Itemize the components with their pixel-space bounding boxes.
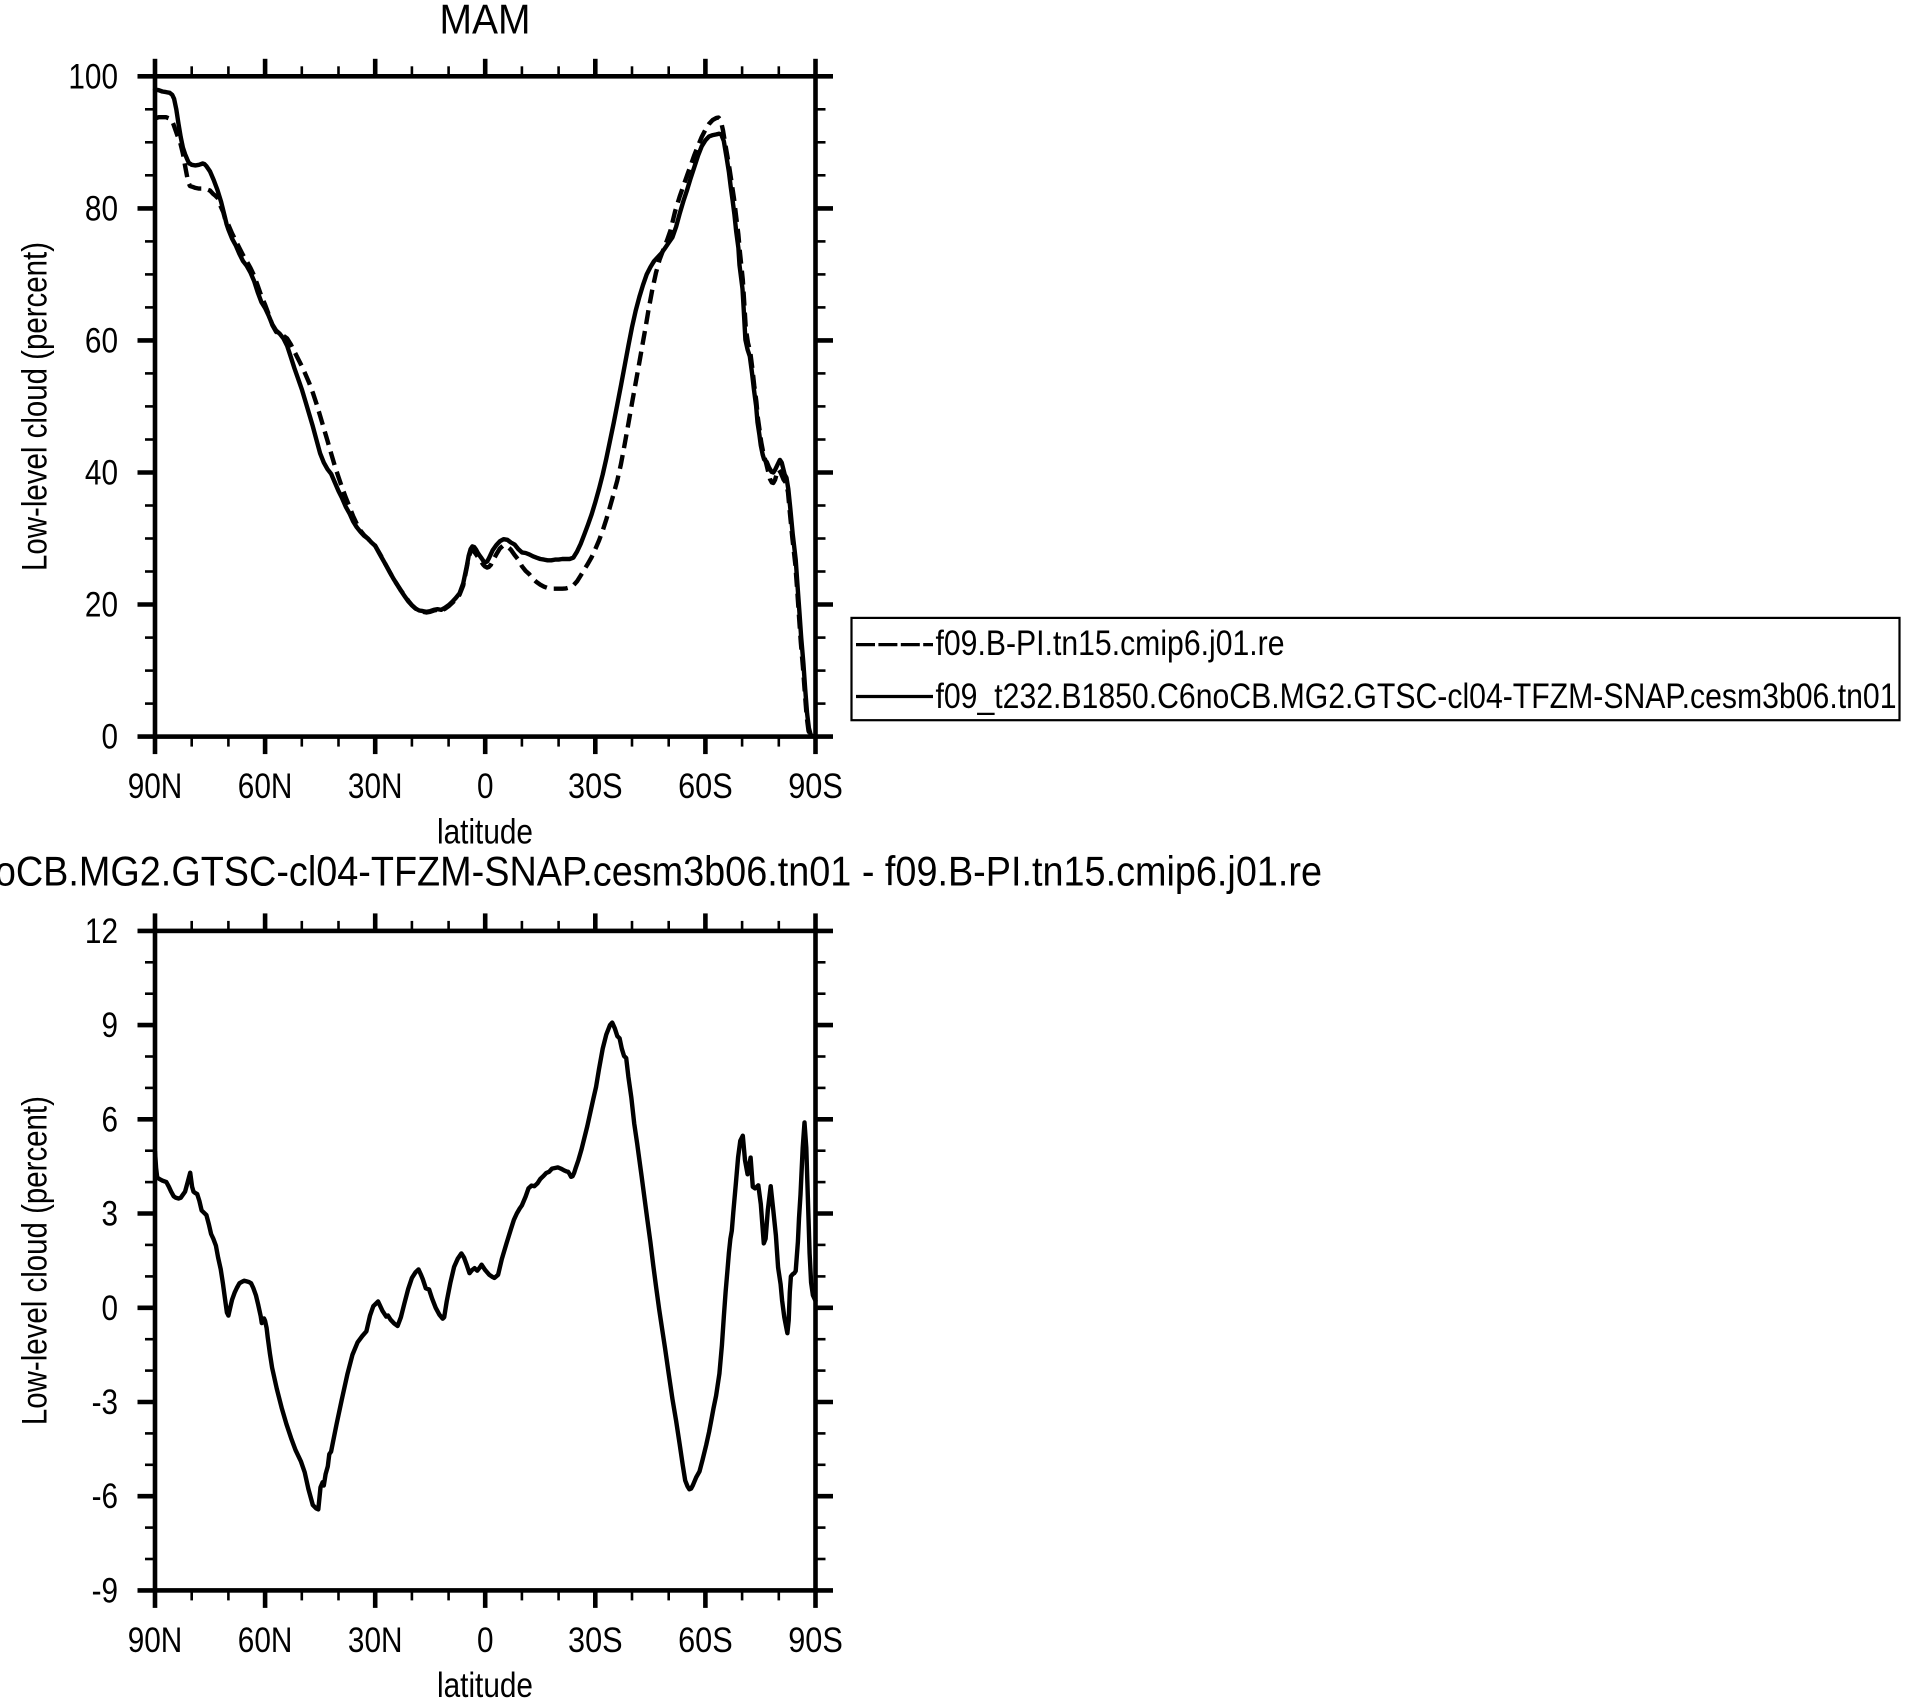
svg-text:MAM: MAM xyxy=(440,0,531,43)
svg-text:0: 0 xyxy=(102,1289,119,1328)
svg-text:6: 6 xyxy=(102,1100,119,1139)
svg-text:f09_t232.B1850.C6noCB.MG2.GTSC: f09_t232.B1850.C6noCB.MG2.GTSC-cl04-TFZM… xyxy=(0,847,1322,894)
svg-text:40: 40 xyxy=(85,454,118,493)
svg-text:-9: -9 xyxy=(92,1571,118,1610)
svg-text:60S: 60S xyxy=(678,767,733,806)
svg-text:90S: 90S xyxy=(788,767,843,806)
svg-text:30N: 30N xyxy=(348,1621,403,1660)
svg-text:3: 3 xyxy=(102,1195,119,1234)
svg-text:90S: 90S xyxy=(788,1621,843,1660)
svg-text:-6: -6 xyxy=(92,1477,118,1516)
svg-text:-3: -3 xyxy=(92,1383,118,1422)
svg-text:9: 9 xyxy=(102,1006,119,1045)
svg-text:20: 20 xyxy=(85,586,118,625)
svg-text:0: 0 xyxy=(102,718,119,757)
svg-text:f09_t232.B1850.C6noCB.MG2.GTSC: f09_t232.B1850.C6noCB.MG2.GTSC-cl04-TFZM… xyxy=(936,677,1897,716)
svg-text:60: 60 xyxy=(85,321,118,360)
svg-text:latitude: latitude xyxy=(437,1666,533,1702)
svg-text:30S: 30S xyxy=(568,1621,623,1660)
svg-text:0: 0 xyxy=(477,1621,494,1660)
svg-text:60N: 60N xyxy=(238,1621,293,1660)
svg-text:90N: 90N xyxy=(128,767,183,806)
svg-text:Low-level cloud (percent): Low-level cloud (percent) xyxy=(15,1096,54,1425)
svg-text:Low-level cloud (percent): Low-level cloud (percent) xyxy=(15,242,54,571)
svg-text:80: 80 xyxy=(85,189,118,228)
svg-text:100: 100 xyxy=(68,57,118,96)
svg-text:latitude: latitude xyxy=(437,813,533,852)
svg-text:90N: 90N xyxy=(128,1621,183,1660)
svg-text:60S: 60S xyxy=(678,1621,733,1660)
svg-text:30N: 30N xyxy=(348,767,403,806)
svg-text:f09.B-PI.tn15.cmip6.j01.re: f09.B-PI.tn15.cmip6.j01.re xyxy=(936,624,1285,663)
svg-text:60N: 60N xyxy=(238,767,293,806)
svg-text:0: 0 xyxy=(477,767,494,806)
svg-text:12: 12 xyxy=(85,912,118,951)
svg-text:30S: 30S xyxy=(568,767,623,806)
